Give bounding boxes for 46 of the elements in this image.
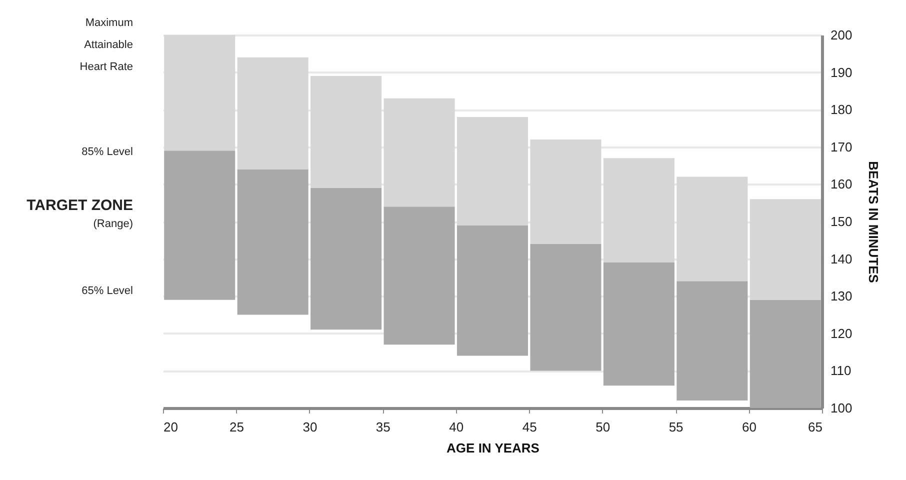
bar: [676, 176, 748, 282]
x-tick-label: 55: [668, 420, 684, 434]
bar: [384, 98, 455, 207]
bar: [530, 244, 602, 371]
text: 65% Level: [82, 285, 133, 297]
bar: [750, 199, 821, 300]
bar: [750, 300, 821, 408]
bar: [456, 117, 528, 226]
x-tick-label: 50: [596, 420, 610, 434]
x-tick-label: 65: [808, 420, 822, 434]
text: Maximum Attainable Heart Rate: [80, 17, 133, 73]
x-tick-label: 45: [522, 420, 537, 434]
bar: [603, 262, 674, 386]
y-tick-label: 200: [830, 28, 852, 42]
x-tick-label: 40: [449, 420, 464, 434]
y-tick-label: 130: [830, 288, 852, 304]
bar: [310, 188, 382, 330]
bar: [530, 139, 602, 244]
bar: [237, 57, 308, 170]
y-tick-label: 170: [830, 139, 852, 154]
y-axis-title: BEATS IN MINUTES: [866, 161, 882, 284]
bar: [456, 225, 528, 356]
bar: [676, 281, 748, 401]
x-tick-label: 25: [229, 420, 244, 434]
text: 85% Level: [82, 146, 133, 158]
y-tick-label: 120: [830, 326, 852, 341]
bar: [310, 76, 382, 188]
x-tick-label: 30: [302, 420, 318, 434]
bar: [237, 169, 308, 315]
y-tick-label: 180: [830, 102, 852, 118]
text: TARGET ZONE: [26, 197, 133, 214]
y-tick-label: 190: [830, 64, 852, 80]
y-tick-label: 160: [830, 176, 852, 192]
x-axis-title: AGE IN YEARS: [446, 440, 540, 456]
bar: [384, 206, 455, 345]
bar: [603, 158, 674, 263]
y-tick-label: 110: [830, 363, 852, 378]
x-tick-label: 20: [164, 420, 178, 434]
x-tick-label: 35: [376, 420, 390, 434]
text: (Range): [93, 218, 133, 230]
x-tick-label: 60: [742, 420, 757, 434]
y-tick-label: 140: [830, 251, 852, 266]
y-tick-label: 100: [830, 400, 852, 416]
y-tick-label: 150: [830, 214, 852, 229]
bar: [164, 150, 236, 300]
bar: [164, 35, 236, 151]
